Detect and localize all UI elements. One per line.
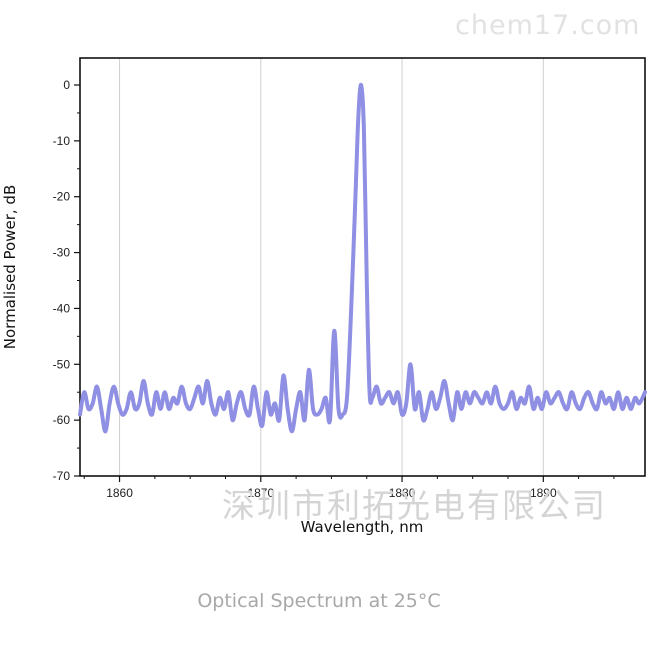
spectrum-line xyxy=(78,82,647,434)
y-tick-label: -40 xyxy=(53,301,71,315)
watermark-top: chem17.com xyxy=(455,10,641,41)
watermark-company: 深圳市利拓光电有限公司 xyxy=(222,486,607,525)
y-tick-label: -30 xyxy=(53,246,71,260)
y-tick-label: 0 xyxy=(63,78,70,92)
y-axis-title: Normalised Power, dB xyxy=(1,185,19,349)
y-tick-label: -50 xyxy=(53,357,71,371)
y-tick-label: -10 xyxy=(53,134,71,148)
y-tick-label: -60 xyxy=(53,413,71,427)
y-tick-label: -20 xyxy=(53,190,71,204)
x-tick-label: 1890 xyxy=(530,486,557,500)
x-tick-label: 1880 xyxy=(389,486,416,500)
x-axis-title: Wavelength, nm xyxy=(301,518,424,536)
y-tick-label: -70 xyxy=(53,469,71,483)
chart-caption: Optical Spectrum at 25°C xyxy=(197,590,441,612)
plot-frame xyxy=(79,57,646,477)
x-tick-label: 1860 xyxy=(106,486,133,500)
x-tick-label: 1870 xyxy=(247,486,274,500)
axis-ticks: 1860 1870 1880 1890 0 -10 -20 -30 -40 -50 -60 -70 xyxy=(53,78,615,500)
